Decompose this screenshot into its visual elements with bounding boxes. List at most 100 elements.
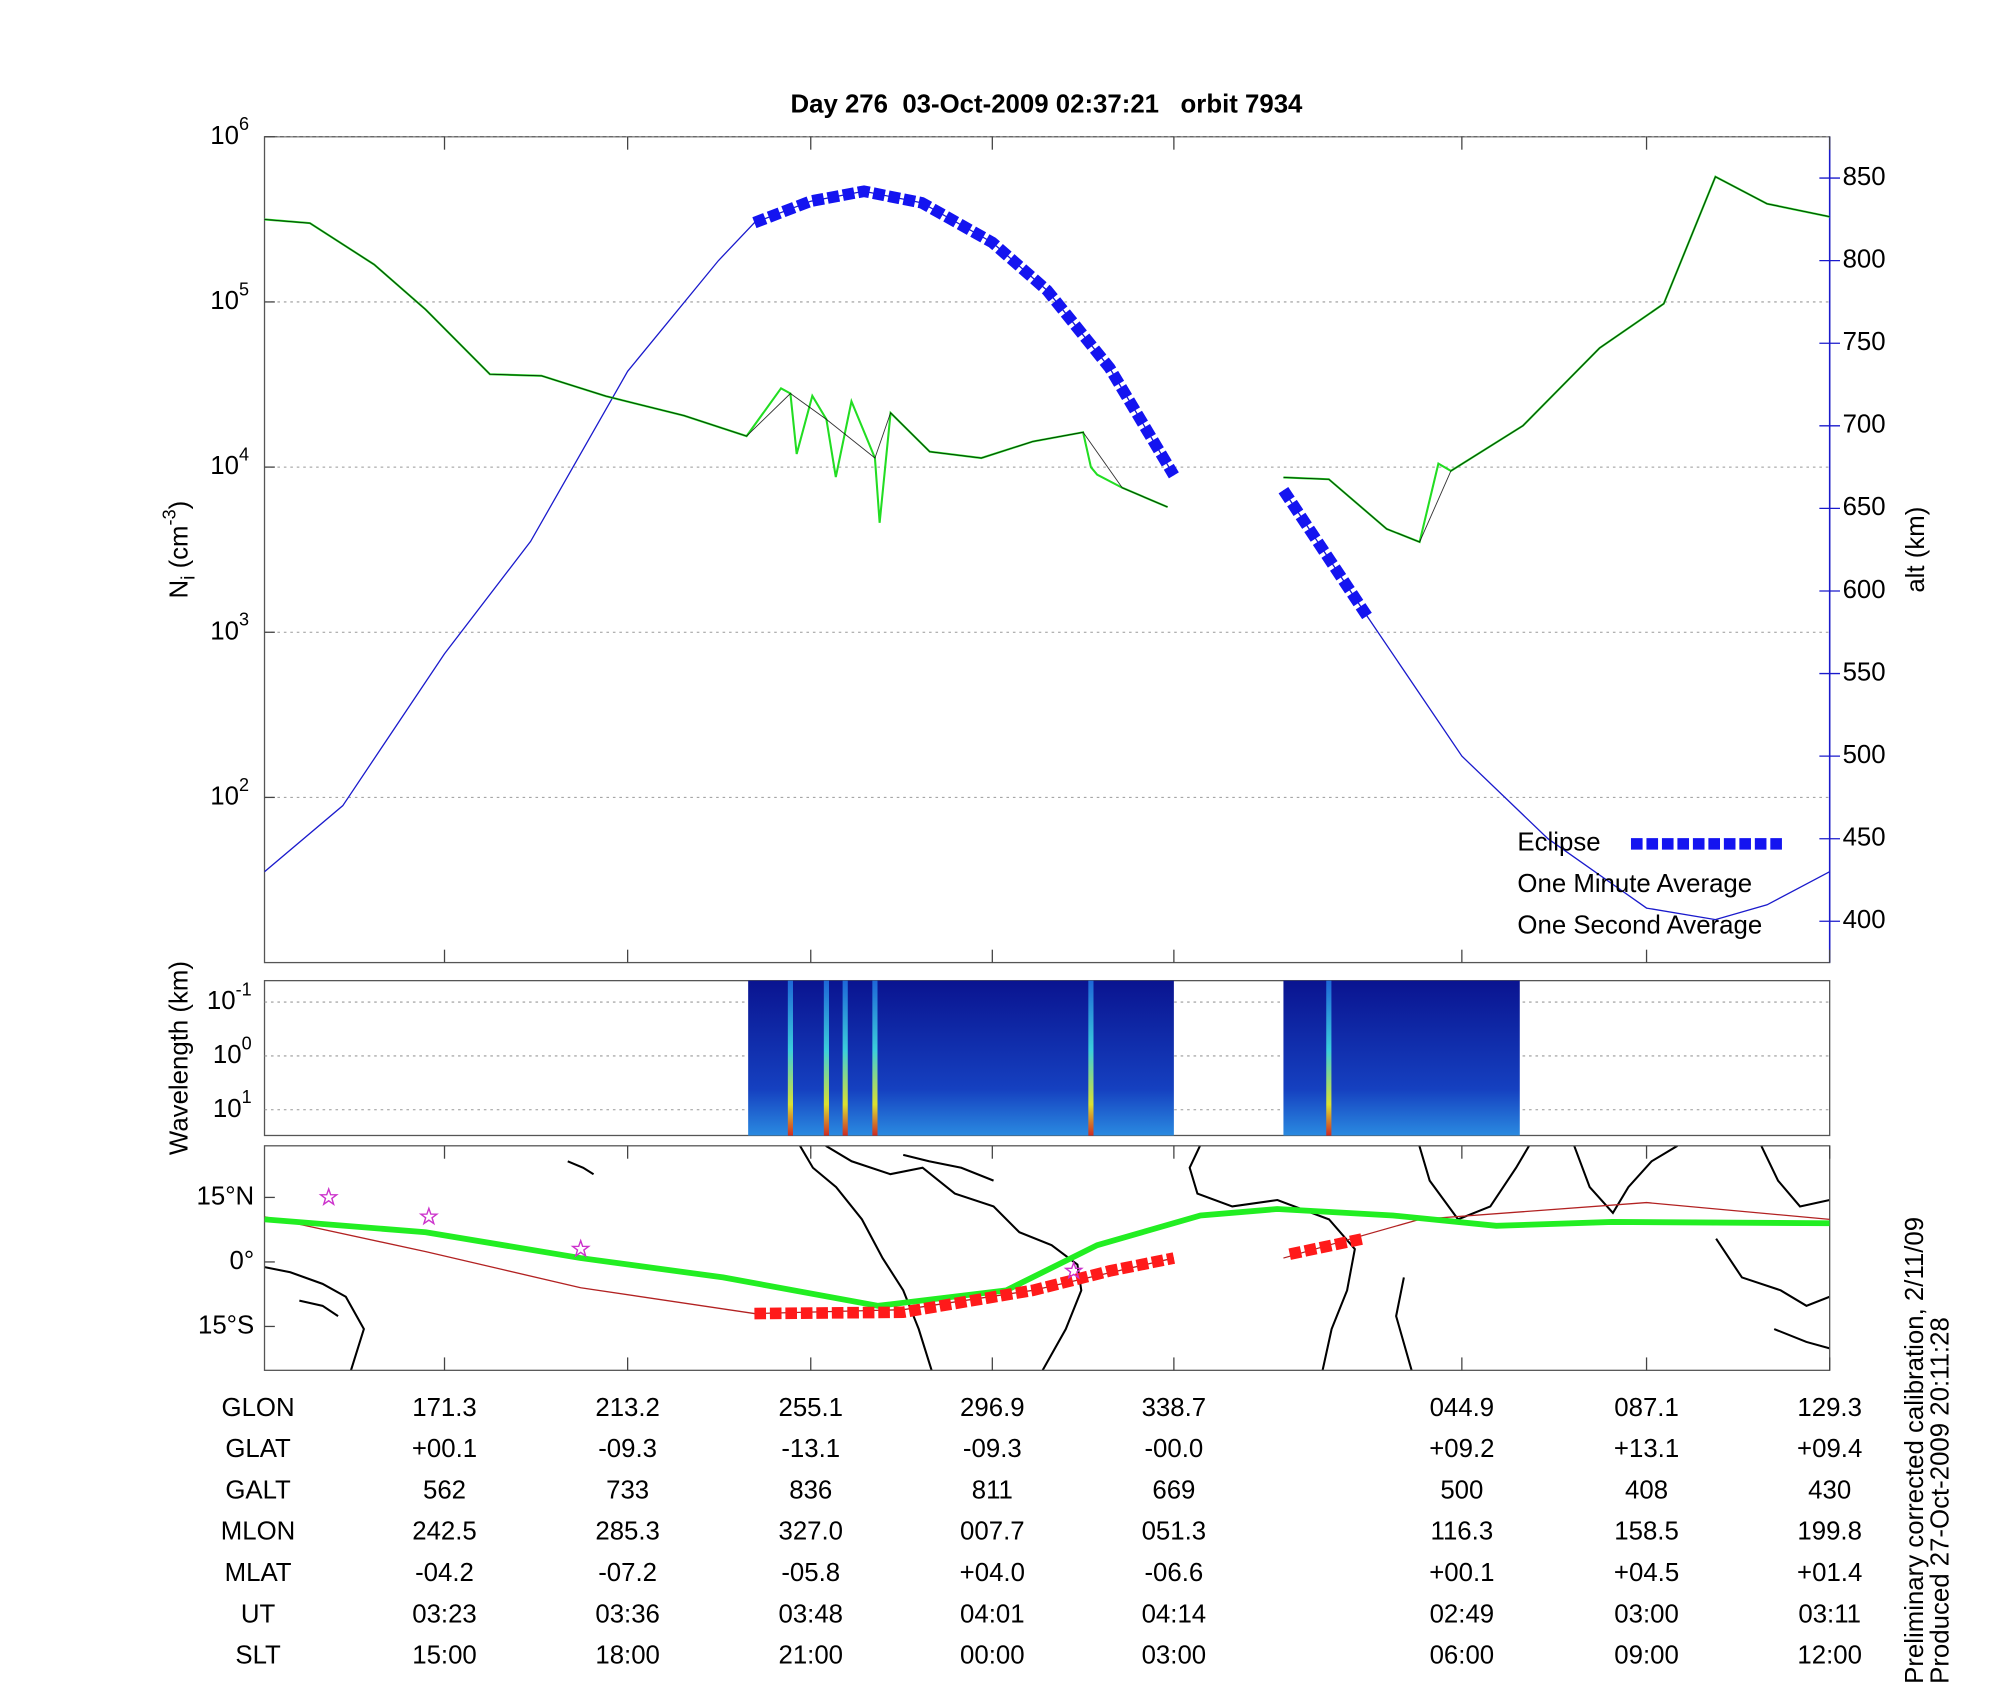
table-cell: 199.8 bbox=[1797, 1518, 1862, 1546]
y-label-sup: -3 bbox=[159, 509, 179, 525]
coastline bbox=[1715, 1238, 1830, 1307]
table-cell: 044.9 bbox=[1430, 1394, 1495, 1422]
table-cell: 733 bbox=[606, 1476, 649, 1504]
y-tick-label-exponent: 1 bbox=[242, 1087, 252, 1107]
coastline bbox=[1395, 1277, 1413, 1371]
y2-tick-label: 400 bbox=[1843, 906, 1886, 934]
table-cell: 06:00 bbox=[1430, 1642, 1495, 1670]
table-cell: 21:00 bbox=[778, 1642, 843, 1670]
y-label-unit: (cm bbox=[165, 525, 193, 575]
y-tick-label: 15°S bbox=[198, 1311, 254, 1339]
track-line bbox=[264, 1206, 1830, 1309]
y-tick-label-base: 10 bbox=[213, 1041, 242, 1069]
row-label: SLT bbox=[235, 1642, 281, 1670]
table-cell: 03:00 bbox=[1614, 1600, 1679, 1628]
row-label: MLON bbox=[221, 1518, 296, 1546]
y-label-sub: i bbox=[178, 576, 200, 580]
plot-area bbox=[264, 175, 1830, 921]
footnote: Preliminary corrected calibration, 2/11/… bbox=[1901, 1217, 1929, 1684]
y2-tick-label: 600 bbox=[1843, 576, 1886, 604]
table-cell: 836 bbox=[789, 1476, 832, 1504]
table-cell: 03:23 bbox=[412, 1600, 477, 1628]
y-tick-label: 15°N bbox=[197, 1182, 255, 1210]
table-cell: -05.8 bbox=[781, 1559, 840, 1587]
y-label-main: N bbox=[165, 580, 193, 599]
table-cell: 213.2 bbox=[595, 1394, 660, 1422]
table-cell: 338.7 bbox=[1142, 1394, 1207, 1422]
table-cell: +04.0 bbox=[960, 1559, 1025, 1587]
table-cell: 12:00 bbox=[1797, 1642, 1862, 1670]
table-cell: 007.7 bbox=[960, 1518, 1025, 1546]
row-label: UT bbox=[241, 1600, 276, 1628]
legend-label: One Minute Average bbox=[1517, 870, 1752, 898]
coastline bbox=[1760, 1145, 1830, 1208]
spectrogram-streak bbox=[1326, 980, 1332, 1136]
star-marker bbox=[418, 1206, 439, 1226]
table-cell: 03:36 bbox=[595, 1600, 660, 1628]
table-cell: 669 bbox=[1152, 1476, 1195, 1504]
star-marker bbox=[1063, 1260, 1084, 1280]
table-cell: 811 bbox=[972, 1476, 1013, 1504]
spectrogram-streak bbox=[842, 980, 848, 1136]
table-cell: 04:01 bbox=[960, 1600, 1025, 1628]
spectrogram-streak bbox=[872, 980, 878, 1136]
coastline bbox=[299, 1299, 339, 1317]
y-tick-label: 101 bbox=[213, 1087, 252, 1123]
table-cell: +01.4 bbox=[1797, 1559, 1862, 1587]
table-cell: 03:00 bbox=[1142, 1642, 1207, 1670]
table-cell: -09.3 bbox=[598, 1435, 657, 1463]
y2-tick-label: 500 bbox=[1843, 741, 1886, 769]
y-tick-label-exponent: 4 bbox=[239, 444, 249, 464]
spectrogram-block bbox=[1283, 980, 1520, 1136]
y-tick-label-base: 10 bbox=[210, 122, 239, 150]
table-cell: 327.0 bbox=[778, 1518, 843, 1546]
y-tick-label-exponent: -1 bbox=[236, 979, 252, 999]
y-tick-label: 102 bbox=[210, 775, 249, 811]
chart-title: Day 276 03-Oct-2009 02:37:21 orbit 7934 bbox=[790, 91, 1303, 119]
table-cell: 430 bbox=[1808, 1476, 1851, 1504]
table-cell: 04:14 bbox=[1142, 1600, 1207, 1628]
table-cell: +00.1 bbox=[1429, 1559, 1494, 1587]
y-tick-label: 104 bbox=[210, 444, 249, 480]
row-label: GALT bbox=[225, 1476, 291, 1504]
table-cell: 051.3 bbox=[1142, 1518, 1207, 1546]
spectrogram-block bbox=[748, 980, 1174, 1136]
y-tick-label: 100 bbox=[213, 1033, 252, 1069]
table-cell: 255.1 bbox=[778, 1394, 843, 1422]
y2-tick-label: 450 bbox=[1843, 824, 1886, 852]
table-cell: 18:00 bbox=[595, 1642, 660, 1670]
y-label-close: ) bbox=[165, 501, 193, 510]
table-cell: 500 bbox=[1440, 1476, 1483, 1504]
y-tick-label-exponent: 5 bbox=[239, 279, 249, 299]
table-cell: 03:48 bbox=[778, 1600, 843, 1628]
table-cell: 296.9 bbox=[960, 1394, 1025, 1422]
table-cell: -00.0 bbox=[1144, 1435, 1203, 1463]
legend-label: Eclipse bbox=[1517, 829, 1600, 857]
star-marker bbox=[570, 1238, 591, 1258]
y-axis-label: Ni (cm-3) bbox=[159, 501, 200, 599]
y2-tick-label: 750 bbox=[1843, 328, 1886, 356]
table-cell: 15:00 bbox=[412, 1642, 477, 1670]
y-tick-label-base: 0° bbox=[230, 1247, 255, 1275]
table-cell: 242.5 bbox=[412, 1518, 477, 1546]
coastline bbox=[1418, 1145, 1530, 1221]
legend-label: One Second Average bbox=[1517, 911, 1762, 939]
table-cell: 171.3 bbox=[412, 1394, 477, 1422]
y-tick-label-exponent: 2 bbox=[239, 775, 249, 795]
spectrogram-streak bbox=[1088, 980, 1094, 1136]
table-cell: -07.2 bbox=[598, 1559, 657, 1587]
table-cell: 087.1 bbox=[1614, 1394, 1679, 1422]
y2-tick-label: 700 bbox=[1843, 411, 1886, 439]
row-label: GLON bbox=[222, 1394, 295, 1422]
map-frame bbox=[263, 1145, 1831, 1371]
table-cell: 408 bbox=[1625, 1476, 1668, 1504]
y2-tick-label: 800 bbox=[1843, 245, 1886, 273]
y-tick-label-exponent: 6 bbox=[239, 114, 249, 134]
y-tick-label-base: 10 bbox=[210, 287, 239, 315]
eclipse-track bbox=[754, 1233, 1365, 1320]
y-tick-label: 0° bbox=[230, 1247, 255, 1275]
row-label: GLAT bbox=[225, 1435, 291, 1463]
y-tick-label-exponent: 3 bbox=[239, 609, 249, 629]
y-tick-label-base: 10 bbox=[207, 987, 236, 1015]
y-axis-label: Wavelength (km) bbox=[165, 961, 193, 1155]
